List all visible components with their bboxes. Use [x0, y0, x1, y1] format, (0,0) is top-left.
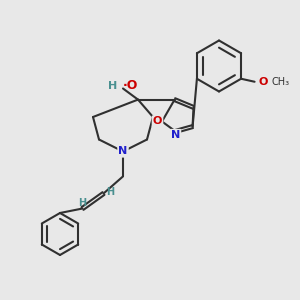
Text: N: N [118, 146, 127, 157]
Text: ·O: ·O [123, 79, 138, 92]
Text: H: H [106, 187, 114, 197]
Text: CH₃: CH₃ [271, 77, 289, 87]
Text: O: O [153, 116, 162, 127]
Text: N: N [171, 130, 180, 140]
Text: H: H [108, 80, 117, 91]
Text: O: O [258, 77, 268, 87]
Text: H: H [78, 198, 86, 208]
